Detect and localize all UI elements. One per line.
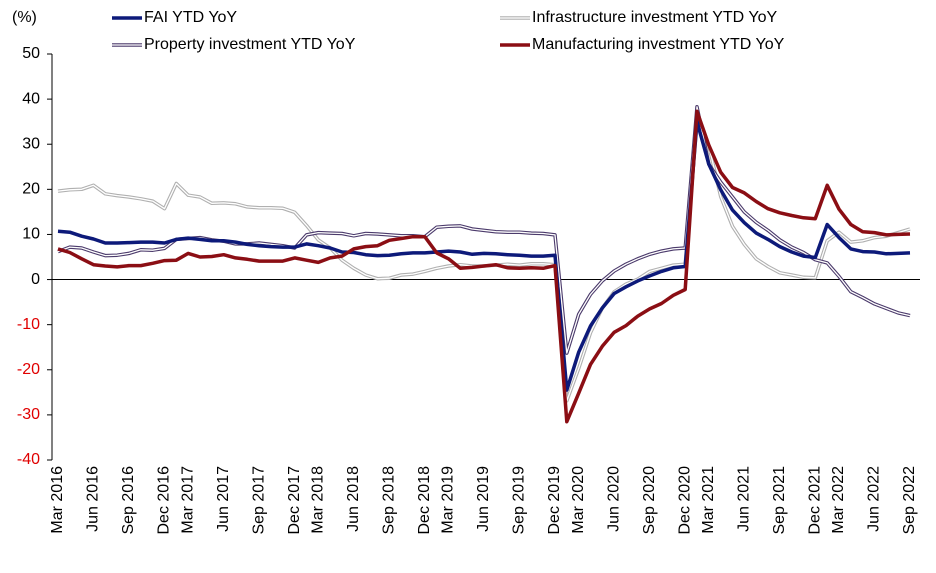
x-tick-label: Jun 2022 <box>866 466 883 532</box>
legend-label: FAI YTD YoY <box>144 9 237 26</box>
y-tick-label: -10 <box>17 316 40 333</box>
x-tick-label: Dec 2017 <box>286 466 303 535</box>
x-tick-label: Jun 2017 <box>215 466 232 532</box>
x-tick-label: Jun 2019 <box>475 466 492 532</box>
y-tick-label: 50 <box>22 45 40 62</box>
y-tick-label: 0 <box>31 271 40 288</box>
series-line <box>57 119 911 403</box>
series-line <box>57 109 911 424</box>
series-line-inner <box>57 121 911 402</box>
series-line <box>57 119 911 392</box>
x-tick-label: Jun 2020 <box>605 466 622 532</box>
x-tick-label: Sep 2022 <box>901 466 918 535</box>
legend-label: Property investment YTD YoY <box>144 36 356 53</box>
y-tick-label: -20 <box>17 361 40 378</box>
series-line-inner <box>57 106 911 354</box>
x-tick-label: Jun 2021 <box>736 466 753 532</box>
x-tick-label: Dec 2020 <box>676 466 693 535</box>
y-tick-label: 40 <box>22 90 40 107</box>
x-tick-label: Mar 2021 <box>700 466 717 534</box>
x-tick-label: Dec 2019 <box>546 466 563 535</box>
legend-label: Manufacturing investment YTD YoY <box>532 36 785 53</box>
x-tick-label: Dec 2021 <box>807 466 824 535</box>
x-tick-label: Jun 2018 <box>345 466 362 532</box>
x-tick-label: Sep 2019 <box>511 466 528 535</box>
x-tick-label: Dec 2016 <box>156 466 173 535</box>
x-tick-label: Jun 2016 <box>85 466 102 532</box>
x-tick-label: Mar 2018 <box>310 466 327 534</box>
y-tick-label: 30 <box>22 135 40 152</box>
y-tick-label: -30 <box>17 406 40 423</box>
x-tick-label: Mar 2019 <box>440 466 457 534</box>
x-tick-label: Sep 2017 <box>250 466 267 535</box>
legend-label: Infrastructure investment YTD YoY <box>532 9 777 26</box>
x-tick-label: Mar 2016 <box>49 466 66 534</box>
x-tick-label: Sep 2018 <box>381 466 398 535</box>
y-tick-label: 10 <box>22 226 40 243</box>
y-tick-label: 20 <box>22 181 40 198</box>
x-tick-label: Sep 2016 <box>120 466 137 535</box>
x-tick-label: Mar 2017 <box>179 466 196 534</box>
x-tick-label: Sep 2020 <box>641 466 658 535</box>
y-axis-label: (%) <box>12 9 37 26</box>
x-tick-label: Sep 2021 <box>771 466 788 535</box>
y-tick-label: -40 <box>17 451 40 468</box>
x-tick-label: Mar 2020 <box>570 466 587 534</box>
x-tick-label: Mar 2022 <box>830 466 847 534</box>
x-tick-label: Dec 2018 <box>416 466 433 535</box>
